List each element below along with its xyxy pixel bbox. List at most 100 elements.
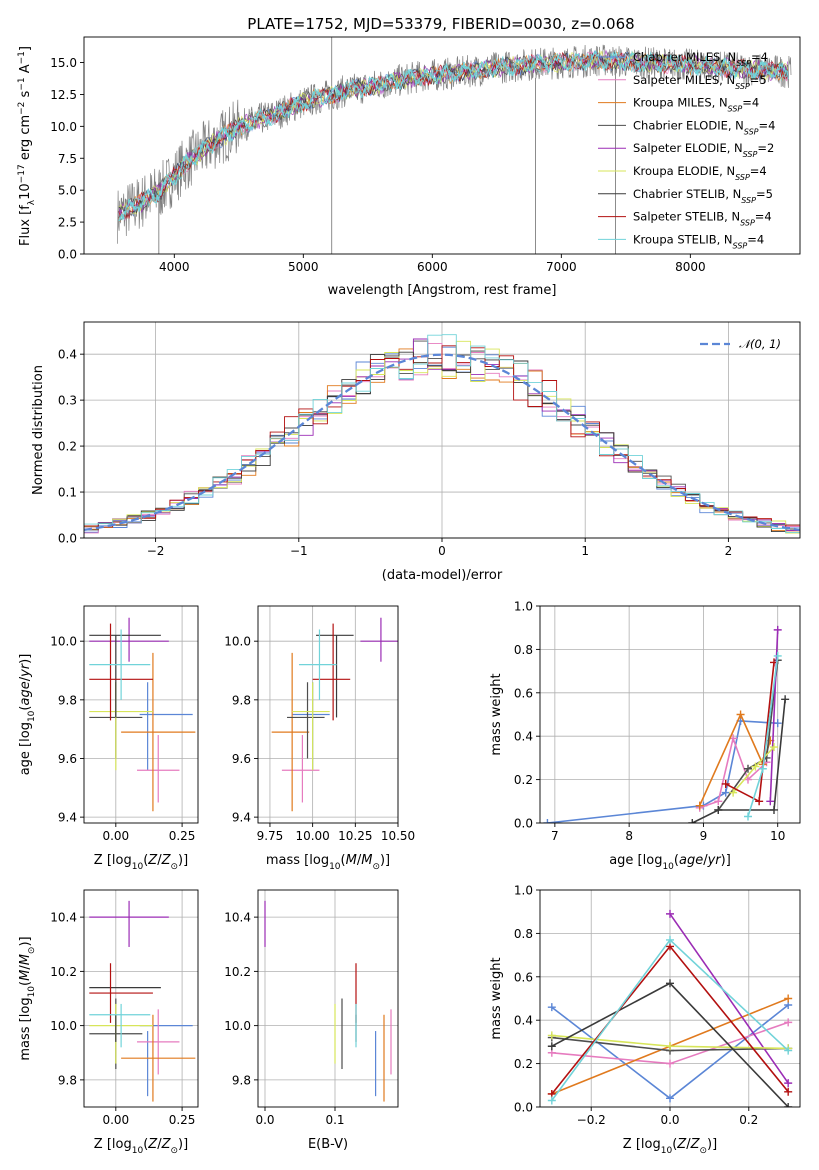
x-tick-label: 5000: [288, 260, 319, 274]
weight-line: [691, 699, 786, 823]
y-tick-label: 0.0: [514, 1101, 533, 1115]
weight-marker: [784, 1087, 793, 1096]
y-tick-label: 10.0: [50, 120, 77, 134]
plot-area: [89, 900, 196, 1102]
y-tick-label: 5.0: [58, 184, 77, 198]
y-tick-label: 10.4: [50, 911, 77, 925]
y-tick-label: 0.3: [58, 394, 77, 408]
figure-title: PLATE=1752, MJD=53379, FIBERID=0030, z=0…: [247, 15, 634, 33]
panel-mass-vs-z: 0.00 0.25 9.8 10.0 10.2 10.4 Z [log10(Z/Z⊙)] ma…: [18, 889, 199, 1156]
y-axis-label: mass [log10(M/M⊙)]: [18, 936, 37, 1060]
weight-marker: [721, 779, 730, 788]
weight-marker: [773, 719, 782, 728]
x-tick-label: 0.0: [255, 1113, 274, 1127]
weight-marker: [773, 625, 782, 634]
weight-marker: [751, 762, 760, 771]
panel-mass-vs-ebv: 0.0 0.1 9.8 10.0 10.2 10.4 E(B-V): [224, 889, 399, 1152]
y-tick-label: 9.6: [58, 752, 77, 766]
legend-label: Chabrier MILES, NSSP=4: [633, 50, 768, 68]
x-tick-label: 0.2: [739, 1113, 758, 1127]
y-tick-label: 10.0: [224, 1019, 251, 1033]
weight-marker: [770, 743, 778, 752]
plot-area: [117, 37, 792, 254]
weight-marker: [547, 1003, 556, 1012]
axes-frame: [83, 889, 199, 1108]
plot-area: [264, 900, 392, 1102]
y-tick-label: 1.0: [514, 884, 533, 898]
weight-marker: [770, 805, 778, 814]
x-tick-label: 9.75: [257, 829, 284, 843]
weight-marker: [744, 775, 752, 784]
x-axis-label: E(B-V): [308, 1137, 348, 1152]
plot-area: [543, 625, 790, 823]
x-tick-label: 9: [700, 829, 708, 843]
weight-marker: [543, 819, 552, 823]
panel-residuals: −2 −1 0 1 2 0.0 0.1 0.2 0.3 0.4 𝒩(0, 1) (data-model…: [31, 321, 801, 583]
x-axis-label: age [log10(age/yr)]: [609, 853, 731, 872]
x-tick-label: 10: [770, 829, 785, 843]
y-tick-label: 0.8: [514, 643, 533, 657]
x-tick-label: 1: [581, 544, 589, 558]
weight-marker: [773, 651, 782, 660]
axes-frame: [83, 321, 801, 539]
y-tick-label: 10.0: [224, 635, 251, 649]
y-tick-label: 10.2: [224, 965, 251, 979]
y-axis-label: Flux [fλ10−17 erg cm−2 s−1 A−1]: [17, 46, 37, 246]
y-tick-label: 9.8: [232, 1073, 251, 1087]
x-tick-label: 10.00: [295, 829, 329, 843]
y-tick-label: 0.4: [514, 730, 533, 744]
weight-marker: [695, 801, 704, 810]
y-tick-label: 10.4: [224, 911, 251, 925]
x-tick-label: −2: [147, 544, 165, 558]
y-tick-label: 0.2: [514, 773, 533, 787]
normal-curve: [84, 353, 800, 532]
weight-line: [669, 913, 789, 1084]
legend-label: Salpeter MILES, NSSP=5: [633, 73, 767, 91]
weight-marker: [714, 805, 723, 814]
y-tick-label: 15.0: [50, 56, 77, 70]
y-tick-label: 10.2: [50, 965, 77, 979]
x-axis-label: mass [log10(M/M⊙)]: [266, 853, 390, 872]
legend-label: Kroupa ELODIE, NSSP=4: [633, 164, 767, 182]
axes-frame: [257, 605, 399, 824]
weight-marker: [714, 797, 723, 806]
y-tick-label: 9.8: [58, 693, 77, 707]
legend-label: 𝒩(0, 1): [739, 337, 781, 351]
x-tick-label: 8000: [675, 260, 706, 274]
axes-frame: [539, 605, 801, 824]
x-tick-label: −0.2: [577, 1113, 606, 1127]
x-axis-label: Z [log10(Z/Z⊙)]: [623, 1137, 717, 1156]
y-tick-label: 0.1: [58, 486, 77, 500]
y-axis-label: mass weight: [489, 673, 504, 755]
y-tick-label: 2.5: [58, 216, 77, 230]
legend-label: Salpeter ELODIE, NSSP=2: [633, 141, 774, 159]
x-tick-label: −1: [290, 544, 308, 558]
panel-spectrum: 4000 5000 6000 7000 8000 0.0 2.5 5.0 7.5 10.0 12.5…: [17, 36, 801, 298]
weight-marker: [666, 979, 674, 988]
residual-histogram: [84, 345, 800, 529]
weight-marker: [784, 994, 793, 1003]
residual-histogram: [84, 334, 800, 533]
weight-marker: [744, 812, 752, 821]
y-tick-label: 9.8: [232, 693, 251, 707]
panel-age-vs-z: 0.00 0.25 9.4 9.6 9.8 10.0 Z [log10(Z/Z⊙)] age …: [18, 605, 199, 872]
y-tick-label: 0.6: [514, 970, 533, 984]
weight-marker: [784, 1018, 793, 1027]
legend-label: Salpeter STELIB, NSSP=4: [633, 210, 772, 228]
x-tick-label: 0.25: [169, 1113, 196, 1127]
x-tick-label: 8: [625, 829, 633, 843]
weight-marker: [781, 695, 790, 704]
y-tick-label: 9.8: [58, 1073, 77, 1087]
y-tick-label: 0.6: [514, 686, 533, 700]
y-axis-label: mass weight: [489, 957, 504, 1039]
legend-label: Chabrier ELODIE, NSSP=4: [633, 118, 775, 136]
weight-marker: [784, 1079, 793, 1088]
axes-frame: [83, 36, 801, 255]
y-tick-label: 9.6: [232, 752, 251, 766]
y-tick-label: 12.5: [50, 88, 77, 102]
x-tick-label: 2: [725, 544, 733, 558]
y-tick-label: 9.4: [58, 811, 77, 825]
y-tick-label: 0.4: [514, 1014, 533, 1028]
y-tick-label: 0.0: [58, 248, 77, 262]
residual-histogram: [84, 340, 800, 531]
